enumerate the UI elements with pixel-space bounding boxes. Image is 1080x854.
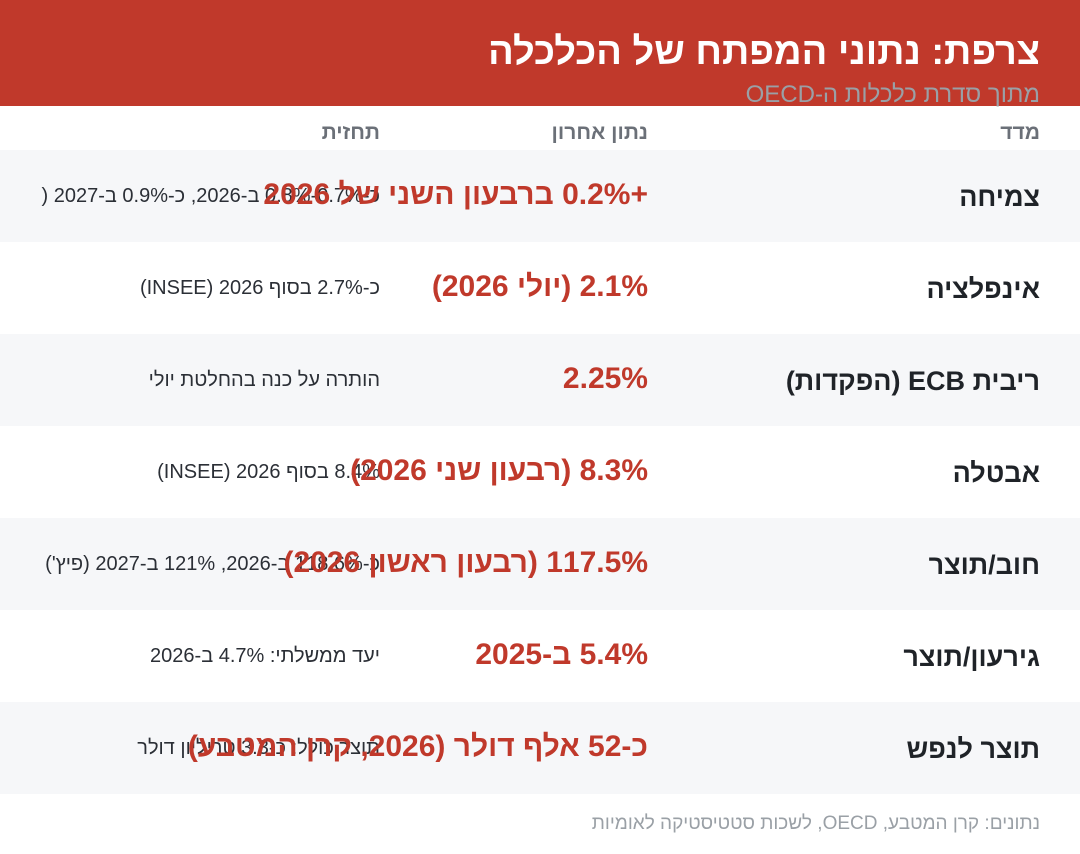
table-row-deficit-gdp: גירעון/תוצר יעד ממשלתי: 4.7% ב-2026 5.4%… [0,610,1080,702]
table-row-inflation: אינפלציה כ-2.7% בסוף 2026 (INSEE) 2.1% (… [0,242,1080,334]
latest-value-cell: 2.25% [562,362,648,395]
latest-value-cell: 117.5% (רבעון ראשון 2026) [283,546,648,579]
table-row-debt-gdp: חוב/תוצר כ-118.6% ב-2026, 121% ב-2027 (פ… [0,518,1080,610]
forecast-cell: כ-0.7%-0.8% ב-2026, כ-0.9% ב-2027 ( [41,185,381,207]
measure-cell: גירעון/תוצר [903,642,1040,672]
page-title: צרפת: נתוני המפתח של הכלכלה [488,31,1040,73]
latest-value-cell: כ-52 אלף דולר (2026, קרן המטבע) [187,730,648,763]
measure-cell: תוצר לנפש [906,734,1040,764]
table-row-growth: צמיחה כ-0.7%-0.8% ב-2026, כ-0.9% ב-2027 … [0,150,1080,242]
page-subtitle: מתוך סדרת כלכלות ה-OECD [745,81,1040,108]
header-banner: צרפת: נתוני המפתח של הכלכלה [0,0,1080,106]
source-note: נתונים: קרן המטבע, OECD, לשכות סטטיסטיקה… [591,813,1040,834]
measure-cell: ריבית ECB (הפקדות) [785,366,1040,396]
table-row-gdp-per-capita: תוצר לנפש תוצר כולל: כ-3.3 טריליון דולר … [0,702,1080,794]
forecast-cell: תוצר כולל: כ-3.3 טריליון דולר [137,737,380,759]
forecast-cell: כ-118.6% ב-2026, 121% ב-2027 (פיץ') [45,553,380,575]
column-header-latest: נתון אחרון [551,121,648,144]
data-table: צמיחה כ-0.7%-0.8% ב-2026, כ-0.9% ב-2027 … [0,150,1080,794]
measure-cell: אבטלה [952,458,1040,488]
forecast-cell: יעד ממשלתי: 4.7% ב-2026 [150,645,380,667]
measure-cell: חוב/תוצר [928,550,1040,580]
column-header-measure: מדד [1000,121,1040,144]
measure-cell: אינפלציה [926,274,1040,304]
forecast-cell: כ-2.7% בסוף 2026 (INSEE) [139,277,380,299]
table-row-ecb-rate: ריבית ECB (הפקדות) הותרה על כנה בהחלטת י… [0,334,1080,426]
latest-value-cell: 8.3% (רבעון שני 2026) [350,454,648,487]
latest-value-cell: +0.2% ברבעון השני של 2026 [263,178,648,211]
forecast-cell: הותרה על כנה בהחלטת יולי [148,369,380,391]
latest-value-cell: 2.1% (יולי 2026) [431,270,648,303]
table-row-unemployment: אבטלה 8.4% בסוף 2026 (INSEE) 8.3% (רבעון… [0,426,1080,518]
forecast-cell: 8.4% בסוף 2026 (INSEE) [157,461,380,483]
latest-value-cell: 5.4% ב-2025 [475,638,648,671]
column-header-forecast: תחזית [321,121,380,144]
measure-cell: צמיחה [959,182,1040,212]
